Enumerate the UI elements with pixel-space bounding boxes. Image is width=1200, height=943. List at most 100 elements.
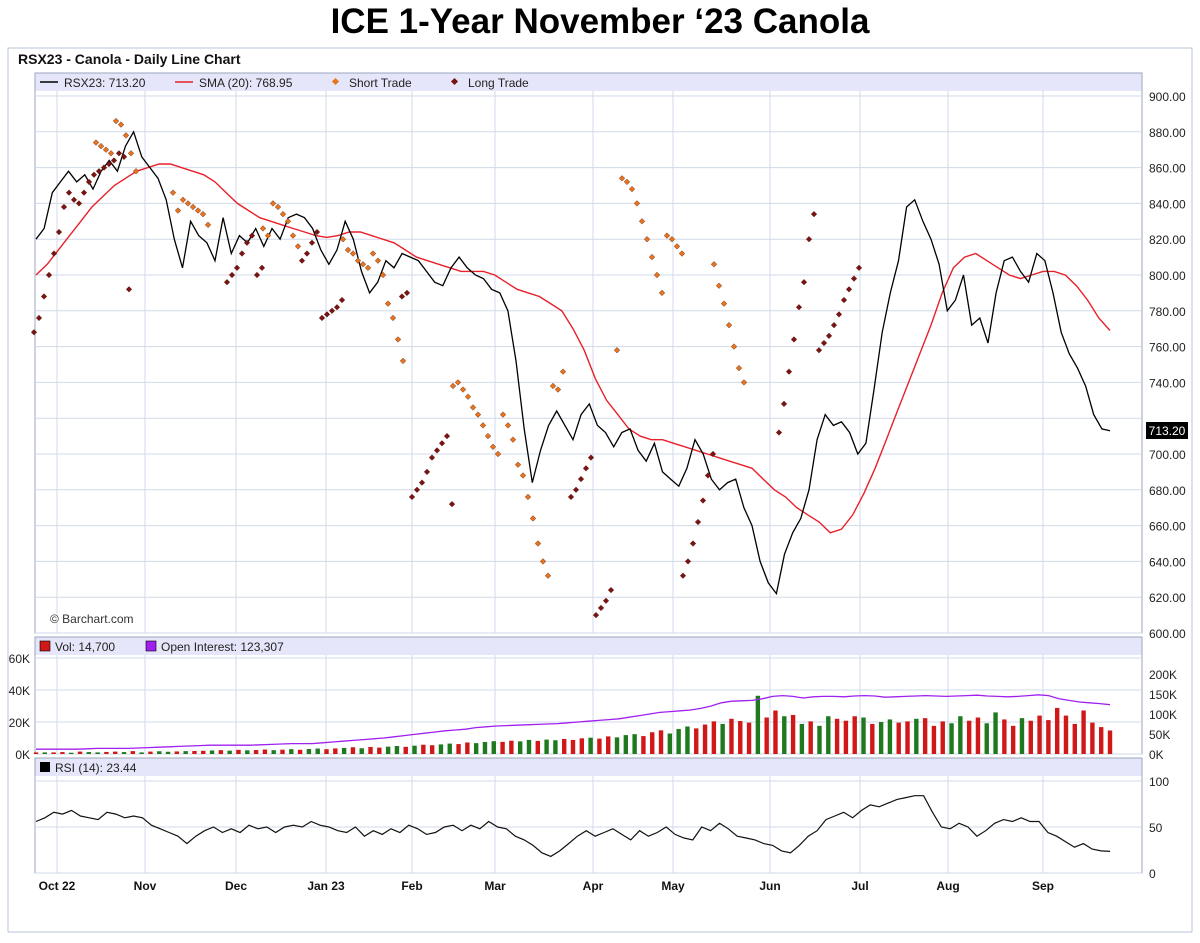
short-trade-marker (349, 250, 357, 257)
short-trade-marker (484, 432, 492, 440)
short-trade-marker (127, 150, 135, 157)
long-trade-marker (80, 189, 88, 196)
short-trade-marker (633, 200, 641, 207)
short-trade-marker (169, 189, 177, 196)
short-trade-marker (394, 336, 402, 343)
volume-bar (394, 746, 400, 754)
volume-bar (113, 751, 118, 754)
long-trade-marker (308, 239, 316, 246)
volume-bar (429, 745, 435, 754)
volume-bar (799, 723, 805, 754)
short-trade-marker (384, 300, 392, 307)
long-trade-marker (40, 293, 48, 300)
long-trade-marker (795, 304, 803, 311)
long-trade-marker (408, 493, 416, 501)
short-trade-marker (663, 232, 671, 239)
short-trade-marker (720, 300, 728, 307)
long-trade-marker (318, 314, 326, 322)
price-y-tick-label: 840.00 (1149, 197, 1186, 211)
volume-bar (60, 752, 65, 754)
x-tick-label: Jun (759, 879, 780, 893)
sma-line (35, 163, 1111, 534)
short-trade-marker (194, 207, 202, 214)
short-trade-marker (524, 493, 532, 501)
volume-bar (826, 716, 831, 754)
price-grid (35, 91, 1142, 634)
price-legend: RSX23: 713.20 SMA (20): 768.95 Short Trade… (40, 76, 529, 90)
short-trade-marker (279, 211, 287, 218)
rsi-y-tick-label: 50 (1149, 821, 1163, 835)
x-tick-label: Jul (851, 879, 868, 893)
long-trade-marker (433, 447, 441, 454)
volume-bar (104, 751, 109, 754)
short-trade-marker (673, 243, 681, 250)
volume-bar (1098, 727, 1104, 754)
price-y-tick-label: 820.00 (1149, 233, 1186, 247)
volume-y-tick-label-left: 60K (9, 652, 30, 666)
short-trade-marker (529, 515, 537, 522)
long-trade-marker (840, 296, 848, 304)
long-trade-marker (233, 264, 241, 271)
volume-bar (482, 742, 488, 754)
oi-legend-label: Open Interest: 123,307 (161, 640, 284, 654)
short-trade-marker (494, 450, 502, 458)
short-trade-marker (174, 207, 182, 214)
short-trade-marker (264, 232, 272, 239)
short-trade-marker (658, 289, 666, 297)
short-trade-marker (474, 411, 482, 418)
short-trade-marker (613, 347, 621, 354)
short-trade-marker (379, 271, 387, 279)
short-trade-marker (554, 386, 562, 393)
short-trade-marker (678, 250, 686, 257)
volume-bar (438, 744, 444, 754)
short-trade-marker (389, 314, 397, 322)
long-trade-marker (785, 368, 793, 375)
volume-bar (297, 749, 303, 754)
volume-bar (729, 718, 734, 754)
short-trade-marker (454, 379, 462, 386)
long-trade-marker (805, 236, 813, 243)
volume-y-tick-label-right: 200K (1149, 668, 1177, 682)
volume-bar (500, 741, 505, 754)
legend-long-swatch (450, 77, 459, 86)
rsi-series (35, 795, 1111, 858)
volume-bar (764, 717, 769, 754)
volume-bar (905, 721, 910, 754)
long-trade-marker (602, 597, 610, 604)
x-tick-label: May (661, 879, 685, 893)
volume-y-tick-label-left: 20K (9, 716, 30, 730)
volume-bar (377, 747, 382, 754)
short-trade-marker (259, 225, 267, 232)
volume-bar (579, 738, 585, 754)
short-trade-marker (107, 150, 115, 157)
long-trade-marker (699, 497, 707, 504)
volume-y-tick-label-left: 40K (9, 684, 30, 698)
long-trade-marker (709, 450, 717, 458)
volume-bar (218, 750, 224, 754)
volume-bar (940, 721, 945, 754)
long-trade-marker (820, 339, 828, 347)
volume-bar (852, 716, 857, 754)
volume-y-tick-label-left: 0K (15, 748, 30, 762)
volume-bar (1002, 719, 1007, 754)
volume-bar (966, 720, 972, 754)
short-trade-marker (284, 218, 292, 225)
volume-bar (165, 751, 171, 754)
long-trade-marker (95, 168, 103, 175)
long-trade-marker (238, 250, 246, 257)
long-trade-marker (120, 153, 128, 160)
short-trade-marker (184, 200, 192, 207)
price-y-tick-label: 900.00 (1149, 90, 1186, 104)
volume-bar (896, 722, 901, 754)
volume-bar (738, 721, 743, 754)
page-title: ICE 1-Year November ‘23 Canola (330, 2, 870, 41)
price-legend-label: SMA (20): 768.95 (199, 76, 293, 90)
short-trade-marker (638, 218, 646, 225)
long-trade-marker (258, 264, 266, 271)
short-trade-marker (549, 382, 557, 390)
short-trade-marker (628, 185, 636, 193)
long-trade-marker (253, 271, 261, 279)
long-trade-marker (55, 228, 63, 236)
short-trade-marker (623, 178, 631, 186)
last-price-badge: 713.20 (1149, 424, 1186, 438)
